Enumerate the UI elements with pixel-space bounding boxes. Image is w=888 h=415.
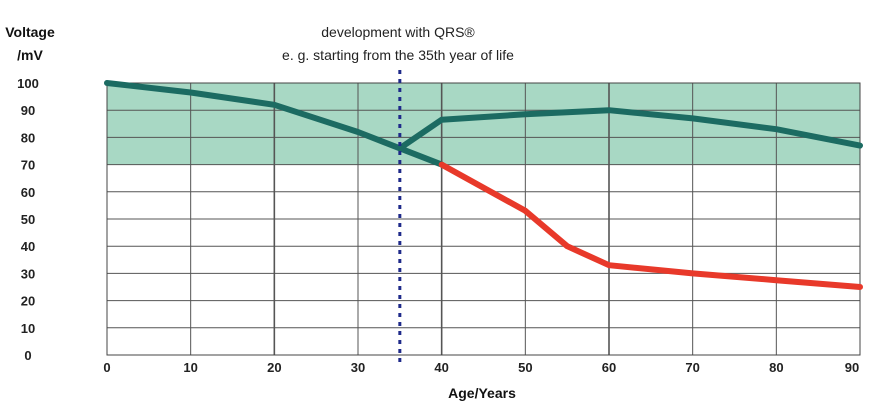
y-tick-label: 20 <box>21 294 35 309</box>
x-tick-label: 40 <box>434 360 448 375</box>
x-tick-label: 60 <box>602 360 616 375</box>
x-tick-label: 80 <box>769 360 783 375</box>
series-line-2 <box>396 107 863 152</box>
y-axis-label-line1: Voltage <box>5 24 55 40</box>
y-tick-label: 30 <box>21 266 35 281</box>
y-axis-label-line2: /mV <box>17 47 43 63</box>
x-tick-label: 10 <box>183 360 197 375</box>
y-tick-label: 80 <box>21 130 35 145</box>
y-tick-label: 70 <box>21 158 35 173</box>
x-tick-label: 20 <box>267 360 281 375</box>
series-layer <box>104 80 863 290</box>
x-tick-label: 90 <box>845 360 859 375</box>
x-axis-label: Age/Years <box>448 385 516 401</box>
x-tick-label: 50 <box>518 360 532 375</box>
y-tick-label: 10 <box>21 321 35 336</box>
y-tick-label: 40 <box>21 239 35 254</box>
y-tick-label: 0 <box>24 348 31 363</box>
x-tick-labels: 0 10 20 30 40 50 60 70 80 90 <box>103 360 859 375</box>
x-tick-label: 30 <box>351 360 365 375</box>
grid <box>107 83 860 355</box>
y-tick-label: 100 <box>17 76 39 91</box>
annotation-line2: e. g. starting from the 35th year of lif… <box>282 47 514 63</box>
annotation-line1: development with QRS® <box>321 24 475 40</box>
series-line-1 <box>104 80 445 168</box>
x-tick-label: 0 <box>103 360 110 375</box>
x-tick-label: 70 <box>685 360 699 375</box>
y-tick-label: 50 <box>21 212 35 227</box>
y-tick-label: 90 <box>21 103 35 118</box>
y-tick-label: 60 <box>21 185 35 200</box>
plot-border <box>106 82 861 356</box>
series-line-3 <box>438 161 863 290</box>
